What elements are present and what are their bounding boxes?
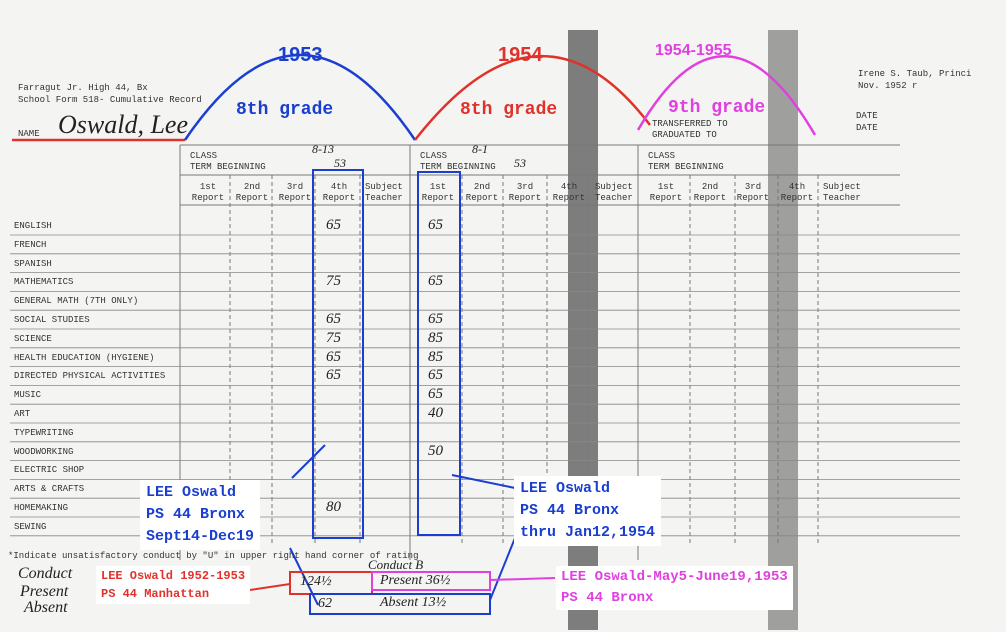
teacher-header: Subject Teacher [365,182,403,203]
student-name: Oswald, Lee [58,110,188,139]
absent-days: Absent 13½ [380,595,447,610]
term-label: TERM BEGINNING [648,162,724,172]
conduct-label: Conduct [18,565,73,582]
subject: SPANISH [14,258,52,269]
grade: 65 [428,273,443,290]
name-label: NAME [18,129,40,139]
year: 1954 [498,44,543,66]
present-label: Present [20,583,69,600]
year: 1954-1955 [655,42,732,59]
form: School Form 518- Cumulative Record [18,95,202,105]
subject: WOODWORKING [14,446,74,457]
grade: 65 [428,367,443,384]
teacher-header: Subject Teacher [595,182,633,203]
class-label: CLASS [190,151,218,161]
graduated: GRADUATED TO [652,130,717,140]
teacher-header: Subject Teacher [823,182,861,203]
report-header: 3rd Report [736,182,770,203]
callout: LEE Oswald 1952-1953 PS 44 Manhattan [96,566,251,604]
date-label: DATE [856,123,878,133]
present-days: 124½ [300,574,332,589]
class-label: CLASS [648,151,676,161]
term-label: TERM BEGINNING [420,162,496,172]
grade-level: 9th grade [668,98,766,118]
subject: ELECTRIC SHOP [14,465,85,476]
report-header: 1st Report [191,182,225,203]
grade: 40 [428,405,443,421]
report-header: 4th Report [322,182,356,203]
grade-level: 8th grade [460,100,558,120]
report-header: 3rd Report [508,182,542,203]
grade: 75 [326,273,341,290]
grade: 50 [428,442,443,459]
callout-line: PS 44 Bronx [561,590,654,606]
class-number: 8-13 [312,142,334,156]
subject: SOCIAL STUDIES [14,315,90,325]
subject: SCIENCE [14,333,52,344]
grade: 65 [428,386,443,403]
class-label: CLASS [420,151,448,161]
report-header: 1st Report [421,182,455,203]
callout-line: Sept14-Dec19 [146,528,255,545]
report-header: 1st Report [649,182,683,203]
callout-line: PS 44 Bronx [146,506,246,523]
callout: LEE Oswald PS 44 Bronx Sept14-Dec19 [140,480,261,550]
callout-line: LEE Oswald [146,484,237,501]
report-header: 2nd Report [235,182,269,203]
subject: SEWING [14,521,47,532]
grade: 65 [326,311,341,327]
subject: HEALTH EDUCATION (HYGIENE) [14,352,155,363]
grade-level: 8th grade [236,100,334,120]
footnote: *Indicate unsatisfactory conduct by "U" … [8,551,419,561]
grade: 65 [428,311,443,327]
school: Farragut Jr. High 44, Bx [18,83,148,93]
date-label: DATE [856,111,878,121]
subject: GENERAL MATH (7TH ONLY) [14,296,139,307]
grade: 65 [428,217,443,233]
subject: ENGLISH [14,221,52,231]
grade: 85 [428,348,443,365]
callout-line: LEE Oswald [520,480,611,497]
subject: MATHEMATICS [14,277,74,288]
grade: 75 [326,329,341,346]
date: Nov. 1952 r [858,81,918,91]
subject: MUSIC [14,390,42,401]
term-year: 53 [334,156,346,170]
report-header: 4th Report [552,182,586,203]
callout: LEE Oswald-May5-June19,1953 PS 44 Bronx [556,566,793,610]
report-header: 2nd Report [693,182,727,203]
absent-label: Absent [24,599,68,616]
transferred: TRANSFERRED TO [652,119,728,129]
class-number: 8-1 [472,142,488,156]
subject: ARTS & CRAFTS [14,484,85,495]
callout-line: PS 44 Manhattan [101,587,210,601]
callout-line: PS 44 Bronx [520,502,620,519]
absent-days: 62 [318,596,332,611]
subject: ART [14,409,31,419]
subject: FRENCH [14,239,47,250]
report-header: 2nd Report [465,182,499,203]
grade: 65 [326,217,341,233]
callout: LEE Oswald PS 44 Bronx thru Jan12,1954 [514,476,662,546]
grade: 85 [428,329,443,346]
callout-line: thru Jan12,1954 [520,524,656,541]
callout-line: LEE Oswald-May5-June19,1953 [561,569,788,585]
callout-line: LEE Oswald 1952-1953 [101,569,246,583]
grade: 65 [326,367,341,384]
subject: DIRECTED PHYSICAL ACTIVITIES [14,371,166,382]
grade: 65 [326,348,341,365]
report-header: 3rd Report [278,182,312,203]
term-label: TERM BEGINNING [190,162,266,172]
term-year: 53 [514,156,526,170]
conduct-grade: Conduct B [368,557,424,572]
subject: TYPEWRITING [14,427,74,438]
grade: 80 [326,499,341,515]
subject: HOMEMAKING [14,503,69,513]
principal: Irene S. Taub, Princi [858,69,972,79]
report-header: 4th Report [780,182,814,203]
year: 1953 [278,44,323,66]
present-days: Present 36½ [380,573,451,588]
